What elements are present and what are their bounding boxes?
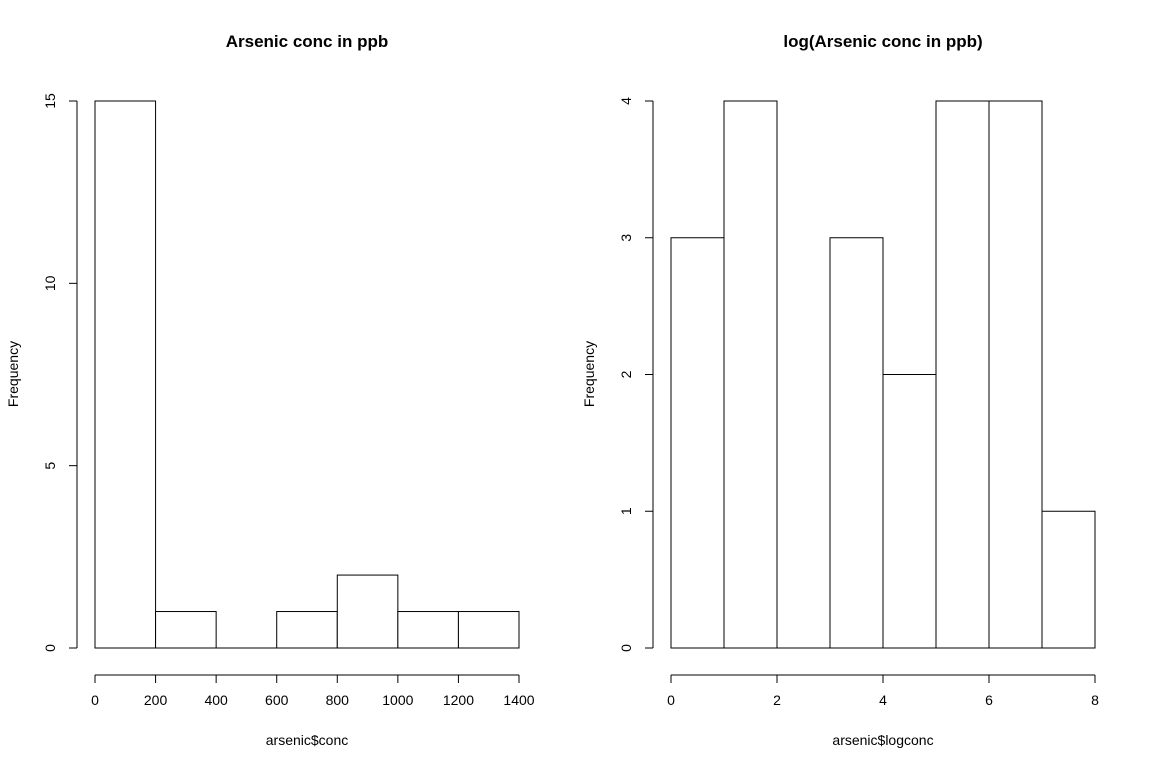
- x-tick-label: 6: [985, 692, 993, 708]
- histogram-bar: [723, 100, 778, 649]
- histogram-bar: [336, 574, 399, 649]
- x-tick-label: 200: [144, 692, 168, 708]
- x-tick-label: 1000: [382, 692, 413, 708]
- x-tick-label: 1400: [503, 692, 534, 708]
- histogram-bar: [935, 100, 990, 649]
- histogram-bar: [155, 611, 217, 649]
- x-tick-label: 0: [667, 692, 675, 708]
- y-tick-label: 0: [618, 644, 634, 652]
- y-tick-label: 1: [618, 507, 634, 515]
- histogram-bar: [829, 237, 884, 649]
- histogram-bar: [457, 611, 520, 649]
- histogram-bar: [397, 611, 459, 649]
- x-axis-label: arsenic$logconc: [832, 732, 933, 748]
- histogram-panel-0: Arsenic conc in ppb 0 200 400 600 800 1000 1200…: [5, 32, 535, 748]
- histogram-bar: [670, 237, 725, 649]
- y-tick-label: 4: [618, 97, 634, 105]
- x-tick-label: 8: [1091, 692, 1099, 708]
- chart-title: log(Arsenic conc in ppb): [783, 32, 982, 51]
- y-tick-label: 0: [42, 644, 58, 652]
- histogram-bar: [1041, 510, 1096, 649]
- chart-title: Arsenic conc in ppb: [226, 32, 388, 51]
- y-tick-label: 15: [42, 93, 58, 109]
- y-tick-label: 5: [42, 462, 58, 470]
- x-tick-label: 0: [91, 692, 99, 708]
- y-axis-label: Frequency: [581, 341, 597, 407]
- x-tick-label: 2: [773, 692, 781, 708]
- x-tick-label: 600: [265, 692, 289, 708]
- x-tick-label: 800: [326, 692, 350, 708]
- y-tick-label: 10: [42, 275, 58, 291]
- x-tick-label: 4: [879, 692, 887, 708]
- y-tick-label: 2: [618, 370, 634, 378]
- x-axis-label: arsenic$conc: [266, 732, 349, 748]
- histogram-bar: [988, 100, 1043, 649]
- histogram-bar: [276, 611, 338, 649]
- histogram-panel-1: log(Arsenic conc in ppb) 0 2 4 6 8 arsenic$log…: [581, 32, 1099, 748]
- x-tick-label: 1200: [443, 692, 474, 708]
- histogram-bar: [94, 100, 157, 649]
- histogram-bar: [882, 374, 937, 649]
- x-tick-label: 400: [204, 692, 228, 708]
- y-tick-label: 3: [618, 234, 634, 242]
- y-axis-label: Frequency: [5, 341, 21, 407]
